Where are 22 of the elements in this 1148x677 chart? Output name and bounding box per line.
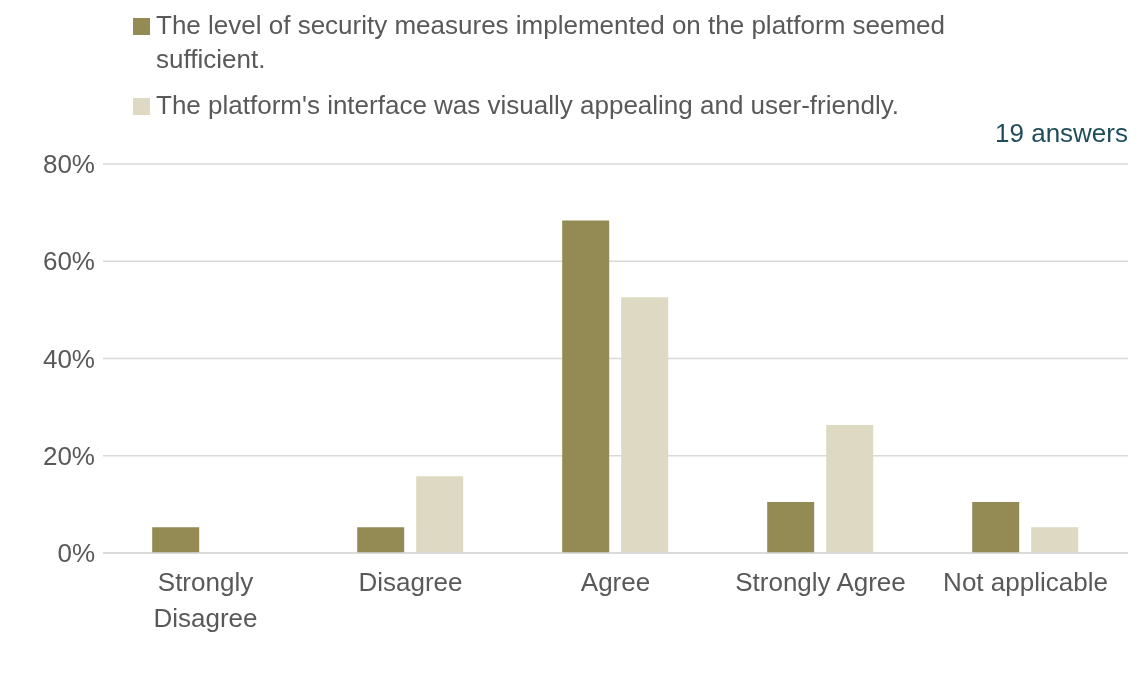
text: 19 answers xyxy=(995,118,1128,148)
y-tick-label: 80% xyxy=(42,149,95,180)
bar xyxy=(972,501,1020,553)
y-tick-label: 60% xyxy=(42,246,95,277)
bar xyxy=(562,220,610,553)
bar xyxy=(152,527,200,553)
x-tick-label: Not applicable xyxy=(943,567,1108,597)
y-tick-label: 0% xyxy=(57,538,95,569)
bar xyxy=(416,476,464,553)
x-tick-label: Disagree xyxy=(358,567,463,597)
y-tick-label: 20% xyxy=(42,440,95,471)
bar xyxy=(1031,527,1079,553)
bar xyxy=(621,297,669,553)
legend-label: The level of security measures implemented on the platform seemed sufficient. xyxy=(156,9,947,76)
x-tick-label: Agree xyxy=(580,567,651,597)
legend-label: The platform's interface was visually appealing and user-friendly. xyxy=(156,89,899,122)
bar xyxy=(826,425,874,553)
x-tick-label: Strongly Agree xyxy=(735,567,906,597)
bar xyxy=(357,527,405,553)
x-tick-label: Strongly Disagree xyxy=(153,567,258,633)
y-tick-label: 40% xyxy=(42,343,95,374)
bar xyxy=(767,501,815,553)
